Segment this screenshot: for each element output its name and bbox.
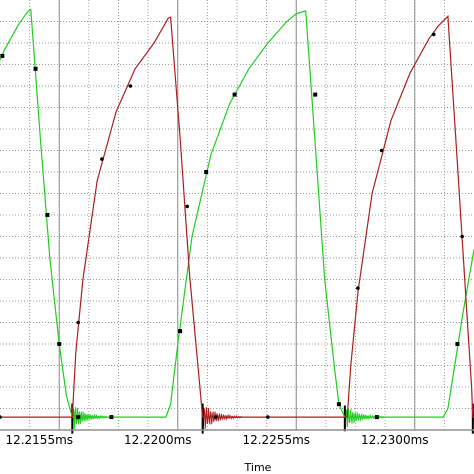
series-1-line [0,14,474,418]
ringing-oscillation [202,407,243,431]
series-1-marker [76,320,81,325]
x-axis-title: Time [244,461,272,474]
series-1-marker [0,415,2,419]
series-layer [0,8,474,418]
marker-layer [0,32,464,420]
series-0-line [0,8,474,418]
series-1-marker [266,415,270,419]
series-0-marker [204,170,209,174]
series-1-marker [379,148,384,153]
series-1-marker [431,32,436,37]
series-0-marker [33,66,38,71]
series-0-marker [178,329,183,334]
plot-grid [0,0,474,430]
series-0-marker [0,53,5,58]
series-0-marker [45,213,50,217]
series-0-marker [336,402,341,407]
series-1-marker [356,286,360,290]
series-1-marker [460,234,464,239]
series-1-marker [213,415,218,419]
series-1-marker [185,204,190,209]
series-0-marker [76,415,81,420]
x-tick-labels: 12.2155ms 12.2200ms 12.2255ms 12.2300ms [5,433,428,447]
series-0-marker [374,415,379,420]
x-tick-label: 12.2200ms [124,433,192,447]
series-0-marker [313,92,318,97]
x-tick-label: 12.2155ms [5,433,73,447]
series-0-marker [455,342,460,346]
x-tick-label: 12.2255ms [242,433,310,447]
series-0-marker [109,415,114,420]
series-0-marker [232,92,237,97]
x-tick-label: 12.2300ms [361,433,429,447]
series-1-marker [128,84,133,88]
series-1-marker [100,157,104,161]
series-0-marker [57,342,62,346]
